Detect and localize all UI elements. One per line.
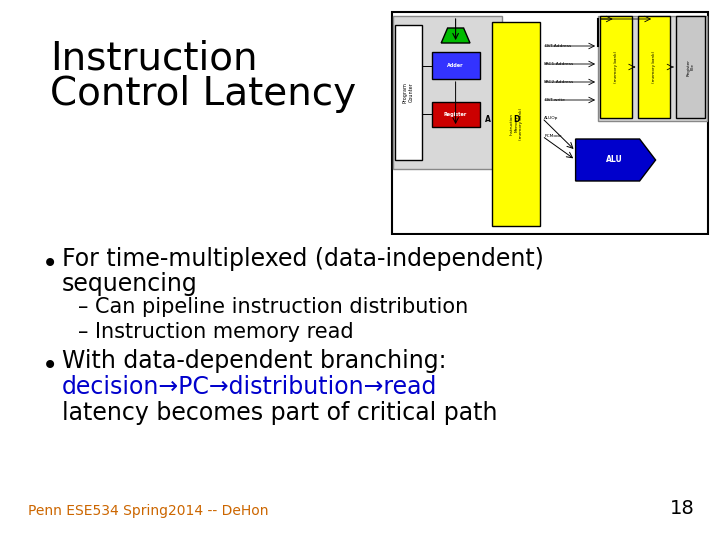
Text: DST-Address: DST-Address (544, 44, 572, 48)
Text: 18: 18 (670, 499, 695, 518)
Text: sequencing: sequencing (62, 272, 198, 296)
Text: (memory bank): (memory bank) (613, 51, 618, 83)
Text: SRC1-Address: SRC1-Address (544, 62, 575, 66)
Bar (431, 102, 480, 127)
Text: •: • (42, 250, 58, 278)
Text: PCMode: PCMode (544, 134, 562, 138)
Bar (676, 16, 705, 118)
Text: ALU: ALU (606, 156, 622, 165)
Bar (638, 16, 670, 118)
Text: Register
File: Register File (686, 58, 695, 76)
Text: Control Latency: Control Latency (50, 75, 356, 113)
Bar (395, 25, 422, 160)
Text: Program
Counter: Program Counter (403, 82, 414, 103)
Text: •: • (42, 352, 58, 380)
Text: ALUOp: ALUOp (544, 116, 559, 120)
Text: – Instruction memory read: – Instruction memory read (78, 322, 354, 342)
Bar (600, 16, 631, 118)
Text: latency becomes part of critical path: latency becomes part of critical path (62, 401, 498, 425)
Text: DST-write: DST-write (544, 98, 565, 102)
Bar (431, 52, 480, 79)
Text: Adder: Adder (447, 63, 464, 68)
Text: With data-dependent branching:: With data-dependent branching: (62, 349, 446, 373)
Polygon shape (575, 139, 656, 181)
Text: – Can pipeline instruction distribution: – Can pipeline instruction distribution (78, 297, 468, 317)
Text: Register: Register (444, 112, 467, 117)
Text: (memory bank): (memory bank) (652, 51, 656, 83)
Polygon shape (441, 28, 470, 43)
Text: D: D (513, 115, 520, 124)
Text: For time-multiplexed (data-independent): For time-multiplexed (data-independent) (62, 247, 544, 271)
Text: Instruction
Memory
(memory bank): Instruction Memory (memory bank) (510, 108, 523, 140)
Text: SRC2-Address: SRC2-Address (544, 80, 575, 84)
Text: Instruction: Instruction (50, 40, 258, 78)
Bar (393, 16, 502, 169)
Text: decision→PC→distribution→read: decision→PC→distribution→read (62, 375, 437, 399)
Text: A: A (485, 115, 490, 124)
Text: Penn ESE534 Spring2014 -- DeHon: Penn ESE534 Spring2014 -- DeHon (28, 504, 269, 518)
Bar (598, 16, 707, 121)
Bar (492, 22, 541, 226)
